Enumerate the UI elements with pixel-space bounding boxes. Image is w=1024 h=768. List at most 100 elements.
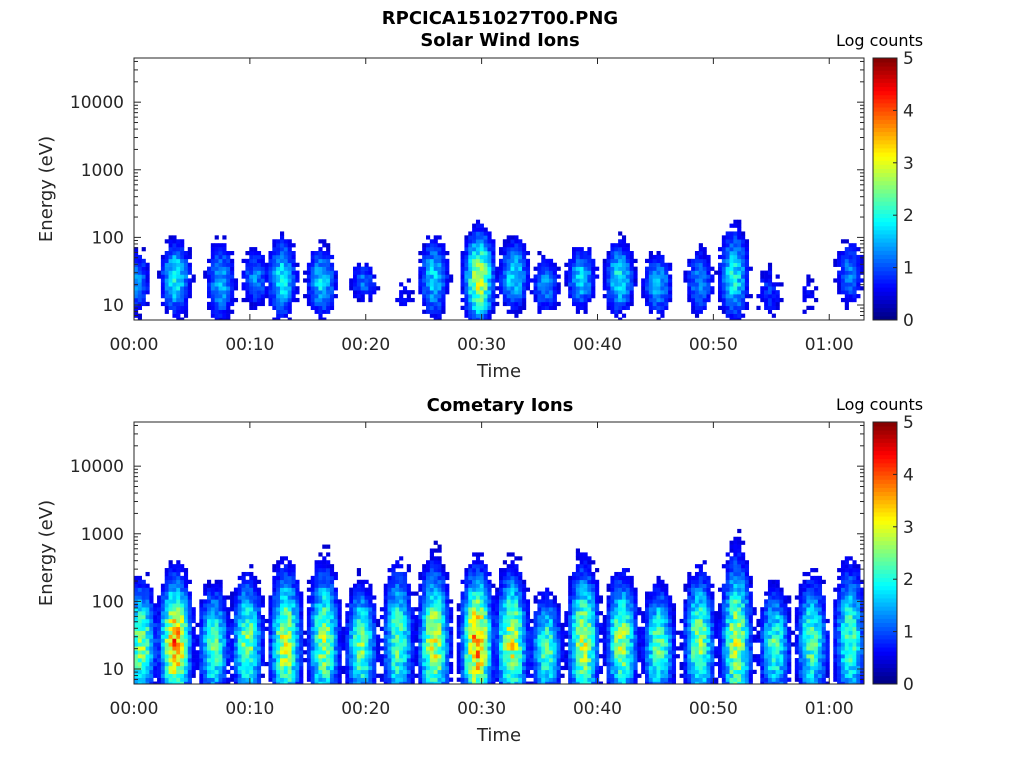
heatmap-cell: [207, 677, 212, 682]
heatmap-cell: [618, 297, 623, 303]
heatmap-cell: [203, 587, 208, 592]
heatmap-cell: [510, 278, 515, 283]
heatmap-cell: [368, 673, 373, 678]
heatmap-cell: [210, 305, 215, 310]
heatmap-cell: [157, 654, 162, 659]
heatmap-cell: [391, 622, 396, 628]
heatmap-cell: [172, 638, 177, 643]
heatmap-cell: [153, 618, 158, 624]
heatmap-cell: [744, 274, 750, 279]
heatmap-cell: [499, 603, 504, 608]
heatmap-cell: [164, 638, 169, 643]
heatmap-cell: [414, 650, 419, 655]
heatmap-cell: [487, 266, 492, 271]
heatmap-cell: [464, 262, 469, 267]
heatmap-cell: [514, 286, 519, 291]
heatmap-cell: [172, 646, 177, 651]
heatmap-cell: [514, 579, 519, 584]
heatmap-cell: [364, 618, 369, 624]
heatmap-cell: [276, 630, 281, 635]
heatmap-cell: [525, 615, 531, 620]
heatmap-cell: [518, 658, 523, 663]
heatmap-cell: [495, 650, 500, 655]
heatmap-cell: [322, 630, 327, 635]
heatmap-cell: [587, 258, 592, 264]
heatmap-cell: [591, 294, 596, 299]
heatmap-cell: [725, 258, 730, 264]
heatmap-cell: [160, 301, 166, 307]
heatmap-cell: [402, 669, 408, 674]
heatmap-cell: [698, 301, 703, 307]
heatmap-cell: [399, 583, 404, 588]
heatmap-cell: [322, 642, 327, 647]
heatmap-cell: [237, 630, 242, 635]
heatmap-cell: [272, 634, 277, 639]
heatmap-cell: [268, 618, 273, 624]
heatmap-cell: [502, 646, 507, 651]
heatmap-cell: [264, 290, 269, 295]
heatmap-cell: [844, 286, 849, 291]
heatmap-cell: [464, 251, 469, 256]
heatmap-cell: [602, 258, 607, 264]
heatmap-cell: [287, 262, 292, 267]
heatmap-cell: [226, 611, 231, 616]
heatmap-cell: [176, 646, 181, 651]
heatmap-cell: [276, 278, 281, 283]
heatmap-cell: [199, 642, 204, 647]
heatmap-cell: [856, 294, 861, 299]
heatmap-cell: [141, 595, 146, 600]
heatmap-cell: [245, 626, 250, 631]
heatmap-cell: [164, 266, 169, 271]
heatmap-cell: [149, 658, 154, 663]
heatmap-cell: [176, 591, 181, 596]
heatmap-cell: [276, 599, 281, 604]
heatmap-cell: [402, 638, 408, 643]
heatmap-cell: [426, 638, 431, 643]
heatmap-cell: [280, 622, 285, 628]
heatmap-cell: [364, 673, 369, 678]
heatmap-cell: [837, 278, 842, 283]
heatmap-cell: [518, 579, 523, 584]
heatmap-cell: [287, 560, 292, 565]
heatmap-cell: [280, 618, 285, 624]
heatmap-cell: [233, 626, 239, 631]
heatmap-cell: [314, 669, 319, 674]
heatmap-cell: [368, 611, 373, 616]
heatmap-cell: [364, 634, 369, 639]
heatmap-cell: [180, 650, 185, 655]
heatmap-cell: [395, 661, 400, 667]
heatmap-cell: [614, 290, 619, 295]
heatmap-cell: [249, 266, 254, 271]
heatmap-cell: [233, 618, 239, 624]
heatmap-cell: [291, 681, 296, 685]
heatmap-cell: [276, 274, 281, 279]
heatmap-cell: [145, 618, 150, 624]
heatmap-cell: [295, 626, 300, 631]
heatmap-cell: [460, 642, 465, 647]
heatmap-cell: [721, 294, 726, 299]
heatmap-cell: [479, 630, 484, 635]
heatmap-cell: [437, 677, 442, 682]
heatmap-cell: [395, 658, 400, 663]
heatmap-cell: [656, 266, 661, 271]
heatmap-cell: [160, 286, 166, 291]
heatmap-cell: [134, 654, 139, 659]
heatmap-cell: [437, 313, 442, 318]
heatmap-cell: [429, 247, 434, 252]
heatmap-cell: [433, 583, 438, 588]
heatmap-cell: [326, 681, 331, 685]
heatmap-cell: [295, 677, 300, 682]
heatmap-cell: [326, 290, 331, 295]
heatmap-cell: [525, 681, 531, 685]
heatmap-cell: [149, 681, 154, 685]
heatmap-cell: [702, 286, 707, 291]
heatmap-cell: [648, 270, 653, 275]
heatmap-cell: [475, 646, 481, 651]
heatmap-cell: [337, 673, 342, 678]
heatmap-cell: [499, 673, 504, 678]
heatmap-cell: [464, 305, 469, 310]
heatmap-cell: [287, 579, 292, 584]
heatmap-cell: [176, 661, 181, 667]
heatmap-cell: [233, 286, 239, 291]
heatmap-cell: [245, 681, 250, 685]
